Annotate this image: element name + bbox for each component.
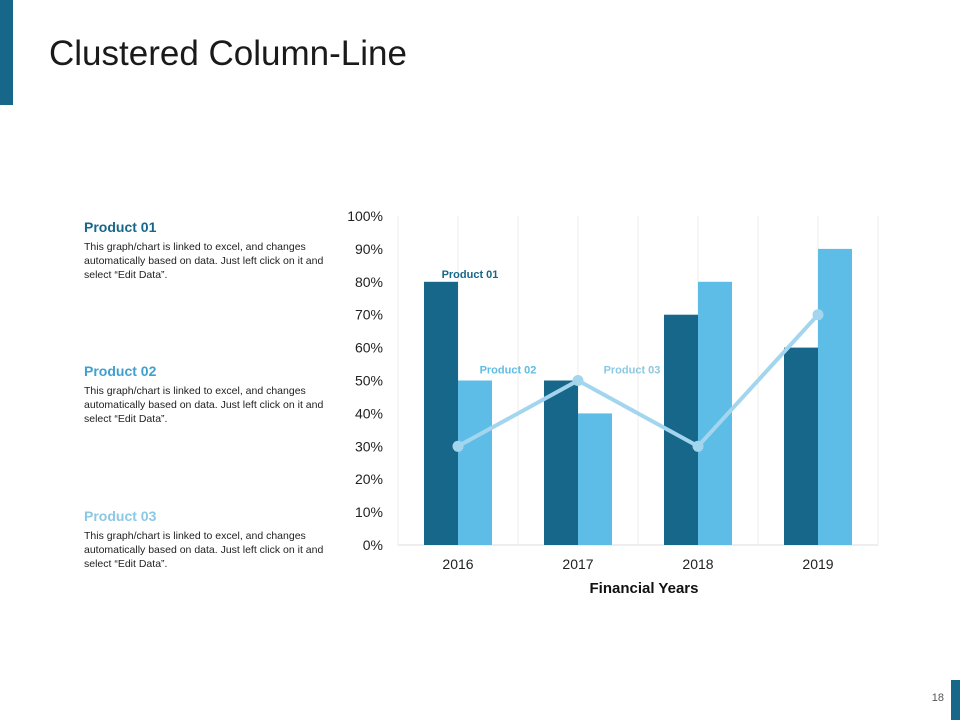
bar-product-02-2019: [818, 248, 852, 545]
y-tick-label: 30%: [355, 438, 383, 454]
y-tick-label: 50%: [355, 373, 383, 389]
title-accent-bar: [0, 0, 13, 105]
product-01-text: This graph/chart is linked to excel, and…: [84, 241, 324, 281]
line-point-2019: [812, 309, 824, 321]
product-01-heading: Product 01: [84, 219, 157, 235]
y-tick-label: 10%: [355, 504, 383, 520]
clustered-column-line-chart: 0% 10% 20% 30% 40% 50% 60% 70% 80% 90% 100% 2016 201…: [347, 208, 879, 597]
product-01-description: Product 01 This graph/chart is linked to…: [84, 219, 324, 282]
x-axis-title: Financial Years: [590, 580, 699, 597]
bar-product-02-2016: [458, 380, 492, 545]
line-point-2018: [692, 440, 704, 452]
page-number: 18: [931, 692, 944, 704]
bar-product-01-2017: [544, 380, 578, 545]
x-tick-label: 2017: [562, 556, 593, 572]
annotation-product-01: Product 01: [442, 269, 499, 281]
y-tick-label: 80%: [355, 274, 383, 290]
product-03-heading: Product 03: [84, 508, 157, 524]
product-03-text: This graph/chart is linked to excel, and…: [84, 530, 324, 570]
product-02-text: This graph/chart is linked to excel, and…: [84, 385, 324, 425]
y-tick-label: 90%: [355, 241, 383, 257]
line-point-2016: [452, 440, 464, 452]
x-tick-label: 2019: [802, 556, 833, 572]
bar-product-01-2016: [424, 281, 458, 545]
y-tick-label: 70%: [355, 307, 383, 323]
annotation-product-02: Product 02: [480, 365, 537, 377]
product-03-description: Product 03 This graph/chart is linked to…: [84, 508, 324, 571]
x-tick-label: 2016: [442, 556, 473, 572]
y-tick-label: 20%: [355, 471, 383, 487]
page-accent-bar: [951, 680, 960, 720]
y-tick-label: 40%: [355, 405, 383, 421]
product-02-description: Product 02 This graph/chart is linked to…: [84, 363, 324, 426]
bar-product-02-2017: [578, 413, 612, 545]
y-tick-label: 100%: [347, 208, 383, 224]
x-tick-label: 2018: [682, 556, 713, 572]
annotation-product-03: Product 03: [604, 365, 661, 377]
line-series-product-03: [456, 312, 820, 449]
y-tick-label: 0%: [363, 537, 383, 553]
bar-product-01-2019: [784, 347, 818, 545]
line-point-2017: [572, 375, 584, 386]
product-02-heading: Product 02: [84, 363, 157, 379]
y-tick-label: 60%: [355, 340, 383, 356]
slide-title: Clustered Column-Line: [49, 34, 407, 73]
